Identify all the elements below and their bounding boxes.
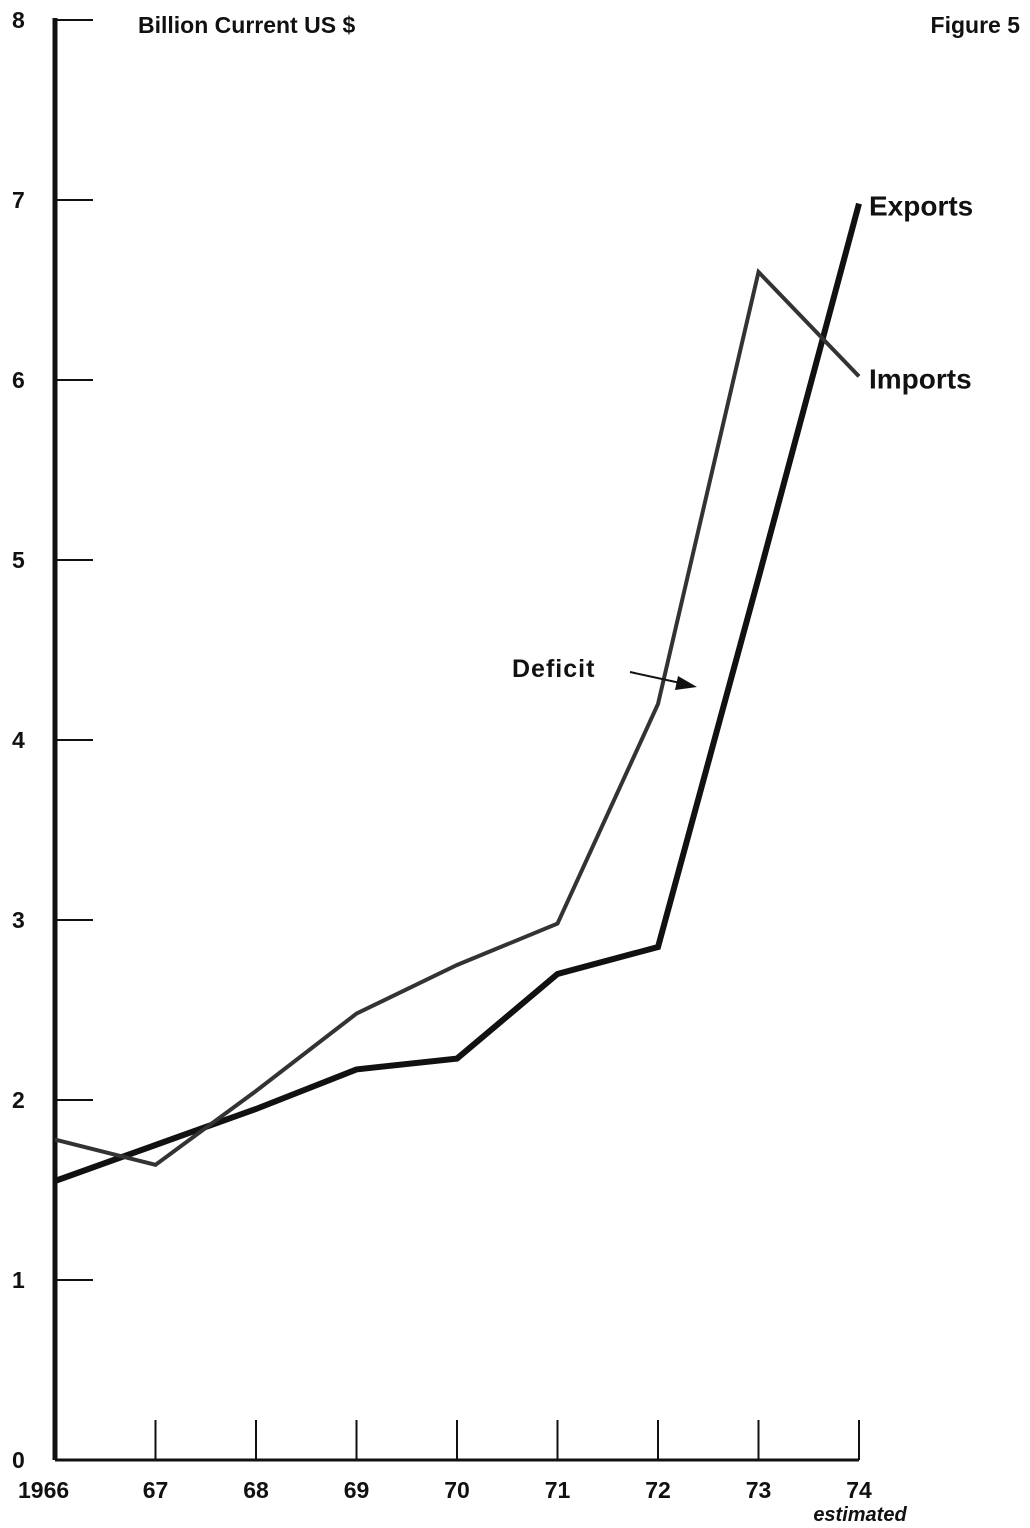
y-tick-label: 5	[12, 547, 25, 573]
series-label-exports: Exports	[869, 191, 973, 222]
x-tick-label: 72	[645, 1477, 671, 1503]
x-tick-label: 71	[545, 1477, 571, 1503]
x-axis-note: estimated	[813, 1504, 907, 1526]
x-tick-label: 69	[344, 1477, 370, 1503]
x-tick-label: 1966	[18, 1477, 69, 1503]
figure-label: Figure 5	[931, 12, 1021, 38]
y-tick-label: 1	[12, 1267, 25, 1293]
y-tick-label: 2	[12, 1087, 25, 1113]
y-tick-label: 4	[12, 727, 25, 753]
y-tick-label: 8	[12, 7, 25, 33]
y-tick-label: 3	[12, 907, 25, 933]
series-line-exports	[53, 202, 862, 1184]
x-tick-label: 73	[746, 1477, 772, 1503]
x-tick-label: 68	[243, 1477, 269, 1503]
series-line-imports	[54, 267, 861, 1167]
chart-labels: Billion Current US $ Figure 5 estimated …	[138, 12, 1020, 1526]
deficit-annotation-label: Deficit	[512, 655, 595, 683]
deficit-arrow-head	[675, 676, 697, 690]
y-tick-label: 6	[12, 367, 25, 393]
x-tick-label: 70	[444, 1477, 470, 1503]
series-lines: Exports Imports	[53, 191, 973, 1184]
x-tick-label: 67	[143, 1477, 169, 1503]
y-axis-title: Billion Current US $	[138, 12, 355, 38]
x-tick-label: 74	[846, 1477, 872, 1503]
y-tick-label: 0	[12, 1447, 25, 1473]
y-tick-label: 7	[12, 187, 25, 213]
deficit-arrow-shaft	[629, 671, 686, 685]
series-label-imports: Imports	[869, 363, 972, 394]
